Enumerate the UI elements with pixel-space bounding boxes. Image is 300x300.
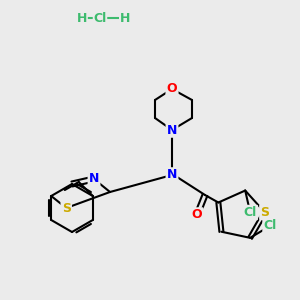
Text: N: N — [167, 169, 177, 182]
Text: N: N — [89, 172, 99, 185]
Text: N: N — [167, 124, 177, 136]
Text: O: O — [192, 208, 202, 221]
Text: Cl: Cl — [93, 11, 106, 25]
Text: S: S — [260, 206, 269, 219]
Text: Cl: Cl — [244, 206, 257, 219]
Text: H: H — [77, 11, 87, 25]
Text: S: S — [62, 202, 71, 214]
Text: O: O — [167, 82, 177, 95]
Text: Cl: Cl — [263, 219, 277, 232]
Text: H: H — [120, 11, 130, 25]
